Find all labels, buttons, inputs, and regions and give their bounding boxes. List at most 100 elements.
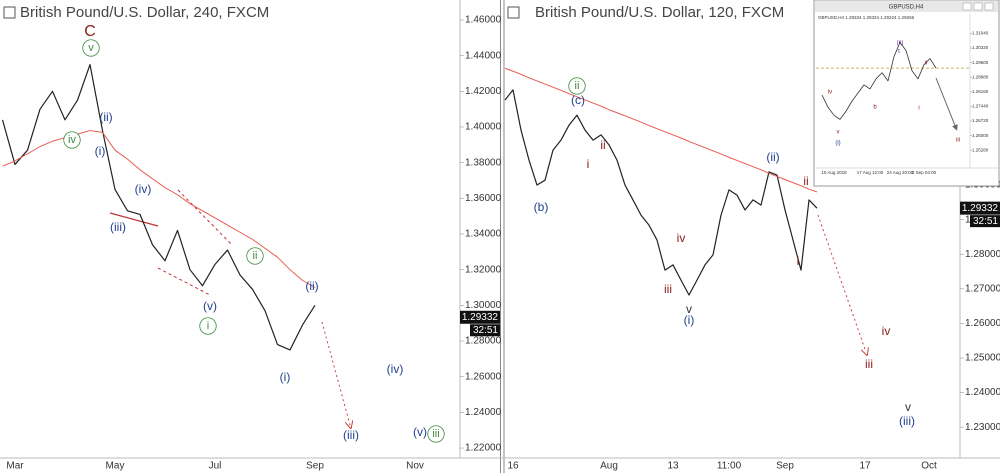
wave-label: ii: [253, 250, 258, 262]
price-line: [1, 63, 316, 351]
price-tag: [960, 201, 1000, 215]
x-tick-label: 17: [859, 461, 871, 472]
wave-label: (v): [413, 425, 427, 439]
y-tick-label: 1.30000: [465, 300, 502, 311]
wave-label: iii: [956, 138, 960, 144]
wave-label: ii: [803, 174, 808, 188]
y-tick-label: 1.27000: [965, 283, 1000, 294]
y-tick-label: 1.23000: [965, 422, 1000, 433]
moving-average: [504, 67, 818, 193]
wave-circle: [246, 247, 264, 265]
wave-label: (i): [835, 141, 840, 147]
x-tick-label: Nov: [406, 461, 424, 472]
wave-circle: [427, 425, 445, 443]
price-line: [504, 89, 818, 296]
maximize-button[interactable]: [973, 2, 983, 11]
wave-label: iii: [865, 357, 873, 371]
title-icon[interactable]: [507, 6, 520, 19]
y-tick-label: 1.32000: [465, 264, 502, 275]
y-tick-label: 1.28000: [465, 336, 502, 347]
wave-label: ii: [925, 61, 928, 67]
wave-circle: [199, 317, 217, 335]
title-icon[interactable]: [3, 6, 16, 19]
wave-label: v: [837, 130, 840, 136]
y-tick-label: 1.44000: [465, 50, 502, 61]
y-tick-label: 1.26000: [972, 133, 989, 138]
wave-label: v: [88, 42, 94, 54]
close-button[interactable]: [984, 2, 994, 11]
x-tick-label: 3 Sep 04:00: [912, 170, 937, 175]
projection-arrow: [817, 214, 866, 352]
wave-label: (iii): [110, 220, 126, 234]
wave-label: (i): [95, 144, 106, 158]
wave-label: v: [905, 400, 911, 414]
wave-label: i: [918, 106, 919, 112]
y-tick-label: 1.28000: [965, 249, 1000, 260]
x-tick-label: 11:00: [717, 461, 742, 472]
chart-title: British Pound/U.S. Dollar, 120, FXCM: [535, 4, 784, 21]
countdown-label: 32:51: [973, 216, 998, 227]
wave-label: (c): [571, 93, 585, 107]
y-tick-label: 1.26000: [965, 318, 1000, 329]
x-tick-label: Jul: [209, 461, 222, 472]
x-tick-label: 17 Aug 12:00: [857, 170, 884, 175]
price-line: [821, 41, 937, 120]
wave-label: (iii): [899, 414, 915, 428]
wave-label: (iii): [343, 428, 359, 442]
wave-label: (ii): [99, 110, 112, 124]
wave-label: (iv): [135, 182, 152, 196]
wave-label: iv: [68, 134, 76, 146]
wave-label: (ii): [766, 150, 779, 164]
y-tick-label: 1.25280: [972, 147, 989, 152]
y-tick-label: 1.36000: [465, 193, 502, 204]
minimize-button[interactable]: [962, 2, 972, 11]
wave-label: (v): [203, 299, 217, 313]
y-tick-label: 1.34000: [465, 229, 502, 240]
wave-label: C: [84, 23, 96, 40]
inset-titlebar: [815, 1, 998, 12]
trend-line: [109, 212, 159, 227]
inset-title: GBPUSD,H4: [889, 5, 924, 11]
y-tick-label: 1.38000: [465, 157, 502, 168]
wave-label: iii: [432, 428, 439, 440]
wave-label: ii: [575, 80, 580, 92]
x-tick-label: Oct: [921, 461, 937, 472]
y-tick-label: 1.26720: [972, 118, 989, 123]
x-tick-label: 16: [507, 461, 519, 472]
y-tick-label: 1.25000: [965, 353, 1000, 364]
channel-line: [157, 267, 211, 296]
x-tick-label: 13: [667, 461, 679, 472]
x-tick-label: May: [106, 461, 125, 472]
y-tick-label: 1.28160: [972, 89, 989, 94]
y-tick-label: 1.30320: [972, 45, 989, 50]
wave-label: iii: [664, 282, 672, 296]
wave-label: b: [873, 105, 877, 111]
wave-label: iv: [882, 324, 891, 338]
wave-label: ii: [600, 138, 605, 152]
wave-label: (i): [280, 370, 291, 384]
inset-projection: [935, 77, 958, 131]
x-tick-label: Aug: [600, 461, 618, 472]
wave-circle: [82, 39, 100, 57]
x-tick-label: 24 Aug 20:00: [887, 170, 914, 175]
y-tick-label: 1.31040: [972, 31, 989, 36]
y-tick-label: 1.46000: [465, 15, 502, 26]
chart-title: British Pound/U.S. Dollar, 240, FXCM: [20, 4, 269, 21]
x-tick-label: 10 Aug 2018: [821, 170, 847, 175]
countdown-tag: [970, 215, 1000, 228]
wave-label: (iv): [387, 362, 404, 376]
wave-label: i: [207, 320, 209, 332]
y-tick-label: 1.27440: [972, 104, 989, 109]
wave-label: i: [587, 157, 590, 171]
wave-circle: [63, 131, 81, 149]
wave-label: v: [686, 302, 692, 316]
wave-label: iv: [677, 231, 686, 245]
x-tick-label: Mar: [6, 461, 24, 472]
wave-label: (ii): [305, 279, 318, 293]
y-tick-label: 1.22000: [465, 443, 502, 454]
wave-label: i: [797, 254, 800, 268]
y-tick-label: 1.24000: [465, 407, 502, 418]
wave-label: (i): [684, 313, 695, 327]
wave-label: iv: [828, 90, 832, 96]
